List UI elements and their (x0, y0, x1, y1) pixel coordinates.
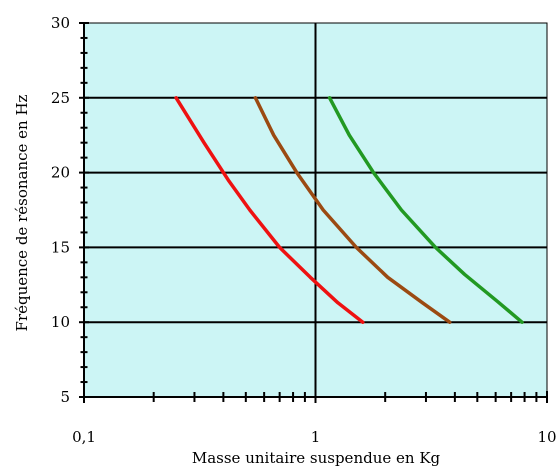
x-axis-label: Masse unitaire suspendue en Kg (192, 449, 441, 467)
series-line-3 (327, 96, 524, 324)
series-line-1 (174, 96, 365, 324)
y-tick-label: 20 (51, 164, 70, 182)
y-tick-label: 15 (51, 238, 70, 256)
gridlines (84, 23, 547, 397)
x-tick-label: 10 (537, 428, 556, 446)
y-tick-label: 5 (60, 388, 70, 406)
y-tick-label: 10 (51, 313, 70, 331)
y-tick-labels: 5 10 15 20 25 30 (51, 14, 70, 406)
y-axis-label: Fréquence de résonance en Hz (13, 94, 31, 331)
y-tick-label: 30 (51, 14, 70, 32)
series-line-2 (253, 96, 452, 324)
series-lines (174, 96, 524, 324)
y-tick-label: 25 (51, 89, 70, 107)
x-tick-labels: 0,1 1 10 (72, 428, 556, 446)
x-tick-label: 1 (311, 428, 321, 446)
x-tick-label: 0,1 (72, 428, 96, 446)
